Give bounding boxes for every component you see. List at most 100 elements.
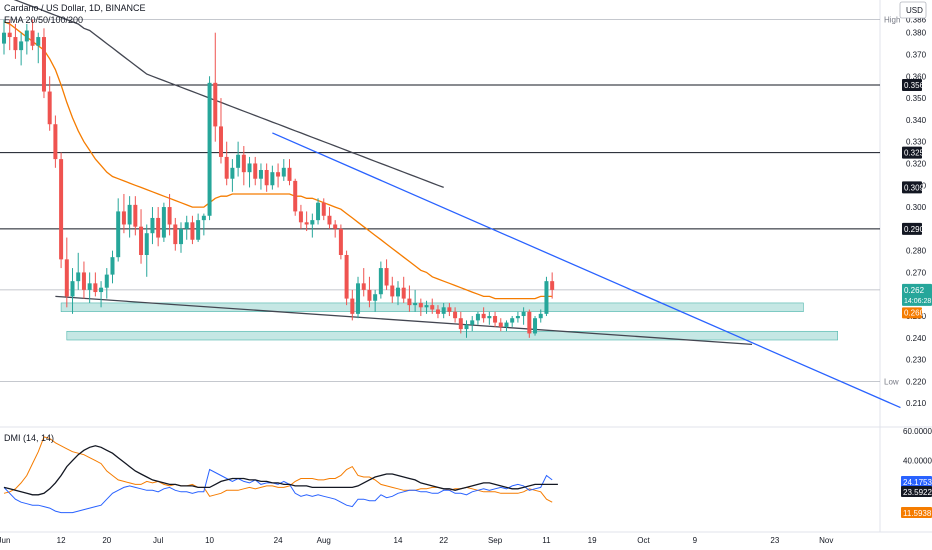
candle [470,320,475,325]
candle [139,226,144,255]
candle [121,211,126,225]
level-tag-bg [902,222,922,235]
level-tag: 0.356 [904,81,925,90]
candle [424,305,429,308]
candle [276,172,281,177]
candle [190,222,195,240]
candle [156,217,161,238]
candle [373,294,378,301]
time-label: 22 [439,536,448,545]
candle [453,311,458,319]
candle [224,156,229,179]
candle [264,170,269,186]
candle [116,211,121,258]
candle [173,224,178,245]
candle [344,255,349,299]
candle [59,159,64,260]
candle [464,324,469,330]
candle [504,322,509,327]
time-label: Sep [488,536,503,545]
candle [13,37,18,51]
candle [533,318,538,334]
candle [161,207,166,238]
candle [270,172,275,186]
low-label: Low [884,377,899,386]
candle [99,287,104,293]
candle [36,37,41,46]
candle [258,170,263,179]
candle [207,82,212,216]
candle [510,318,515,323]
candle [538,313,543,319]
high-value: 0.386 [906,16,927,25]
price-tick: 0.230 [906,356,927,365]
price-tick: 0.350 [906,94,927,103]
candle [407,298,412,306]
price-tick: 0.320 [906,159,927,168]
candle [87,283,92,290]
candle [241,154,246,173]
price-tick: 0.210 [906,399,927,408]
price-tick: 0.370 [906,50,927,59]
symbol-title: Cardano / US Dollar, 1D, BINANCE [4,3,146,13]
price-tick: 0.300 [906,203,927,212]
candle [127,204,132,225]
low-value: 0.220 [906,377,927,386]
di-minus-line [3,436,553,503]
candle [287,167,292,181]
candle [293,180,298,212]
candle [167,207,172,225]
di-plus-line [3,468,553,514]
dmi-tag: 24.1753 [903,478,932,487]
candle [41,37,46,92]
last-price-tag: 0.262 [904,286,925,295]
candle [47,91,52,125]
price-tick: 0.280 [906,247,927,256]
price-countdown: 14:06:28 [904,298,931,305]
candle [179,228,184,245]
currency-label[interactable]: USD [906,6,923,15]
candle [527,311,532,334]
dmi-tag-bg [901,476,932,487]
level-tag-bg [902,146,922,159]
time-label: 11 [542,536,551,545]
time-label: 14 [394,536,403,545]
candle [390,285,395,297]
high-label: High [884,16,900,25]
candle [356,283,361,314]
time-label: 19 [588,536,597,545]
candle [350,298,355,314]
candle [53,124,58,160]
candle [515,316,520,319]
candle [310,220,315,225]
candle [316,202,321,221]
level-tag: 0.290 [904,225,925,234]
candle [298,211,303,223]
candle [447,307,452,312]
time-label: Jul [153,536,163,545]
ema200-line [13,0,444,189]
candle [93,283,98,293]
currency-button[interactable] [899,1,927,19]
candle [338,228,343,255]
candle [493,316,498,323]
support-zone-2 [66,330,838,341]
candle [76,272,81,282]
time-label: 24 [274,536,283,545]
candle [401,287,406,299]
candle [550,281,555,290]
candle [333,224,338,229]
indicator-title: EMA 20/50/100/200 [4,15,84,25]
level-tag-bg [902,181,922,194]
candle [19,41,24,51]
candle [413,302,418,306]
candle [201,215,206,221]
time-label: Jun [0,536,10,545]
candle [487,316,492,319]
candle [133,204,138,227]
candle [327,215,332,225]
candle [367,289,372,301]
candle [304,222,309,225]
candle [521,311,526,317]
